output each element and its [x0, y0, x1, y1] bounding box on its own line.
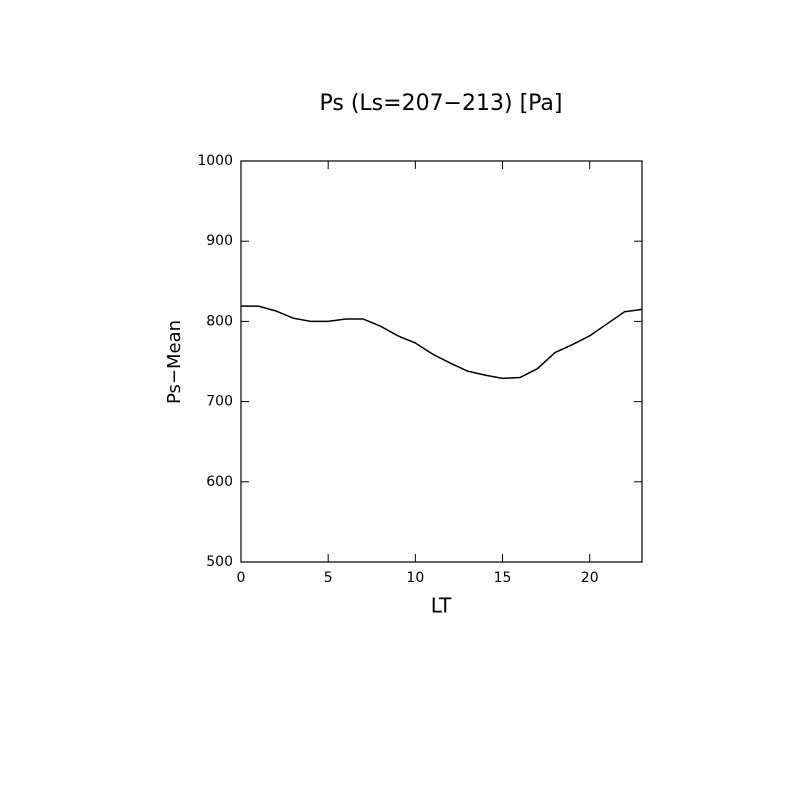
- y-tick-label: 800: [206, 313, 233, 329]
- y-tick-label: 700: [206, 394, 233, 410]
- x-tick-label: 5: [324, 570, 333, 586]
- plot-frame: [240, 160, 643, 563]
- y-axis-label: Ps−Mean: [164, 320, 185, 404]
- x-tick-label: 20: [581, 570, 599, 586]
- y-tick-label: 600: [206, 474, 233, 490]
- y-tick-label: 500: [206, 554, 233, 570]
- x-tick-label: 10: [406, 570, 424, 586]
- chart-title: Ps (Ls=207−213) [Pa]: [320, 91, 563, 116]
- data-line: [241, 305, 643, 380]
- y-tick-label: 900: [206, 233, 233, 249]
- x-axis-label: LT: [431, 594, 452, 618]
- y-tick-label: 1000: [197, 153, 233, 169]
- x-tick-label: 15: [494, 570, 512, 586]
- x-tick-label: 0: [237, 570, 246, 586]
